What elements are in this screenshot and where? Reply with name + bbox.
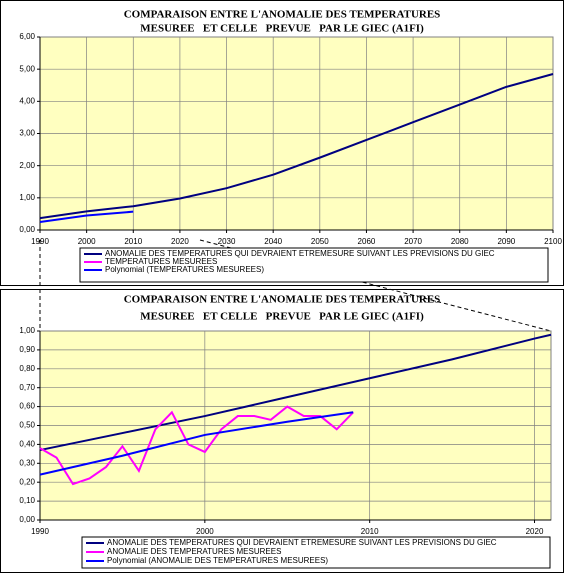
y-tick-label: 0,10 <box>19 496 35 505</box>
y-tick-label: 0,40 <box>19 440 35 449</box>
zoom-connector <box>199 239 552 332</box>
legend-label: ANOMALIE DES TEMPERATURES MESUREES <box>107 547 281 556</box>
y-tick-label: 0,80 <box>19 364 35 373</box>
y-tick-label: 5,00 <box>19 64 35 73</box>
y-tick-label: 0,50 <box>19 421 35 430</box>
y-tick-label: 0,00 <box>19 225 35 234</box>
legend-box <box>79 247 549 283</box>
series-line <box>39 411 354 476</box>
x-tick-label: 1990 <box>31 237 49 246</box>
x-tick-label: 2080 <box>451 237 469 246</box>
y-tick-label: 3,00 <box>19 129 35 138</box>
series-line <box>39 210 134 223</box>
chart-title: COMPARAISON ENTRE L'ANOMALIE DES TEMPERA… <box>124 294 441 306</box>
chart-title: COMPARAISON ENTRE L'ANOMALIE DES TEMPERA… <box>124 9 441 21</box>
series-line <box>39 405 354 486</box>
x-tick-label: 2050 <box>311 237 329 246</box>
x-tick-label: 2000 <box>78 237 96 246</box>
y-tick-label: 2,00 <box>19 161 35 170</box>
x-tick-label: 2020 <box>171 237 189 246</box>
legend-label: Polynomial (TEMPERATURES MESUREES) <box>105 265 264 274</box>
x-tick-label: 2060 <box>358 237 376 246</box>
chart-title: MESUREE ET CELLE PREVUE PAR LE GIEC (A1F… <box>140 311 424 323</box>
y-tick-label: 6,00 <box>19 32 35 41</box>
y-tick-label: 4,00 <box>19 96 35 105</box>
series-line <box>39 333 552 452</box>
x-tick-label: 1990 <box>31 527 49 536</box>
x-tick-label: 2010 <box>361 527 379 536</box>
x-tick-label: 2090 <box>497 237 515 246</box>
x-tick-label: 2040 <box>264 237 282 246</box>
x-tick-label: 2020 <box>526 527 544 536</box>
series-line <box>39 73 554 220</box>
legend-label: ANOMALIE DES TEMPERATURES QUI DEVRAIENT … <box>105 249 495 258</box>
y-tick-label: 0,00 <box>19 515 35 524</box>
y-tick-label: 1,00 <box>19 326 35 335</box>
chart-title: MESUREE ET CELLE PREVUE PAR LE GIEC (A1F… <box>140 23 424 35</box>
x-tick-label: 2100 <box>544 237 562 246</box>
legend-label: Polynomial (ANOMALIE DES TEMPERATURES ME… <box>107 556 328 565</box>
y-tick-label: 0,30 <box>19 458 35 467</box>
y-tick-label: 1,00 <box>19 193 35 202</box>
y-tick-label: 0,70 <box>19 383 35 392</box>
x-tick-label: 2030 <box>218 237 236 246</box>
x-tick-label: 2070 <box>404 237 422 246</box>
legend-label: TEMPERATURES MESUREES <box>105 257 217 266</box>
x-tick-label: 2000 <box>196 527 214 536</box>
x-tick-label: 2010 <box>124 237 142 246</box>
y-tick-label: 0,20 <box>19 477 35 486</box>
legend-box <box>81 536 551 569</box>
y-tick-label: 0,60 <box>19 402 35 411</box>
y-tick-label: 0,90 <box>19 345 35 354</box>
legend-label: ANOMALIE DES TEMPERATURES QUI DEVRAIENT … <box>107 538 497 547</box>
